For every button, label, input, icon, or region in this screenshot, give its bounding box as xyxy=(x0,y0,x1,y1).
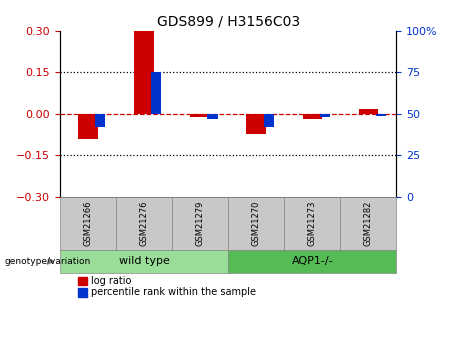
Bar xyxy=(95,114,106,127)
Bar xyxy=(359,109,378,114)
Bar xyxy=(190,114,210,117)
Text: GSM21266: GSM21266 xyxy=(83,201,93,246)
Text: GSM21282: GSM21282 xyxy=(364,201,373,246)
Bar xyxy=(376,114,386,116)
Bar xyxy=(247,114,266,134)
Text: GSM21273: GSM21273 xyxy=(308,201,317,246)
Title: GDS899 / H3156C03: GDS899 / H3156C03 xyxy=(157,14,300,29)
Bar xyxy=(151,72,161,114)
Text: AQP1-/-: AQP1-/- xyxy=(291,256,333,266)
Text: percentile rank within the sample: percentile rank within the sample xyxy=(91,287,256,297)
Text: wild type: wild type xyxy=(118,256,170,266)
Text: GSM21279: GSM21279 xyxy=(195,201,205,246)
Text: log ratio: log ratio xyxy=(91,276,132,286)
Bar xyxy=(134,31,154,114)
Text: GSM21270: GSM21270 xyxy=(252,201,261,246)
Bar xyxy=(302,114,322,119)
Bar xyxy=(264,114,274,127)
Bar xyxy=(319,114,330,117)
Bar xyxy=(78,114,98,139)
Bar xyxy=(207,114,218,119)
Text: genotype/variation: genotype/variation xyxy=(5,257,91,266)
Text: GSM21276: GSM21276 xyxy=(140,201,148,246)
